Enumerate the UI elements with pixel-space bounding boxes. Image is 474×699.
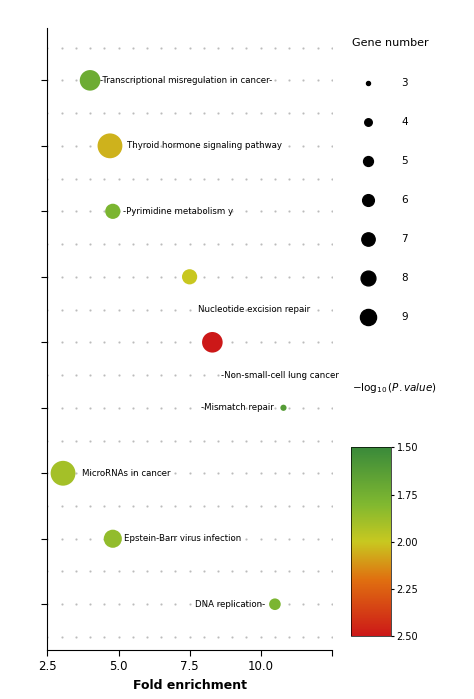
Point [106,140,114,152]
Text: -Transcriptional misregulation in cancer-: -Transcriptional misregulation in cancer… [100,76,272,85]
Text: Nucleotide excision repair: Nucleotide excision repair [198,305,310,314]
Text: 8: 8 [401,273,408,283]
Point [365,273,372,284]
Text: Gene number: Gene number [352,38,429,48]
Point [271,598,279,610]
Point [365,155,372,166]
Text: $-\log_{10}(P.value)$: $-\log_{10}(P.value)$ [352,381,437,395]
Text: Thyroid hormone signaling pathway: Thyroid hormone signaling pathway [127,141,282,150]
Point [186,271,193,282]
Text: -Pyrimidine metabolism y: -Pyrimidine metabolism y [123,207,233,216]
Text: Epstein-Barr virus infection: Epstein-Barr virus infection [124,534,241,543]
Text: 3: 3 [401,78,408,87]
Point [365,194,372,206]
Point [365,312,372,323]
Text: 9: 9 [401,312,408,322]
Point [365,116,372,127]
Text: 7: 7 [401,234,408,244]
Point [86,75,94,86]
Point [365,77,372,88]
Point [280,402,287,413]
Text: 4: 4 [401,117,408,127]
Text: -Non-small-cell lung cancer: -Non-small-cell lung cancer [221,370,339,380]
Point [109,206,117,217]
Text: 6: 6 [401,195,408,205]
Text: 5: 5 [401,156,408,166]
Text: -Mismatch repair: -Mismatch repair [201,403,273,412]
Text: MicroRNAs in cancer: MicroRNAs in cancer [82,469,170,477]
Text: DNA replication-: DNA replication- [195,600,265,609]
X-axis label: Fold enrichment: Fold enrichment [133,679,246,692]
Point [365,233,372,245]
Point [109,533,117,545]
Point [209,337,216,348]
Point [59,468,67,479]
